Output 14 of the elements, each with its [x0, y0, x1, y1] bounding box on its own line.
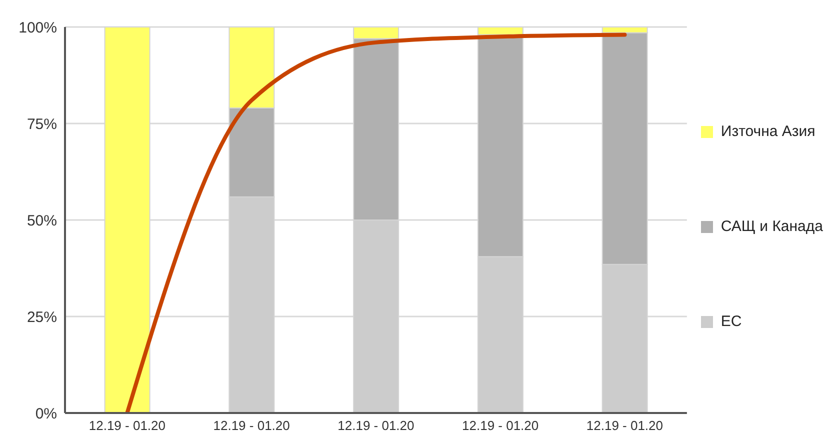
y-tick-label: 75% — [26, 116, 57, 133]
legend-label: ЕС — [720, 313, 742, 330]
legend-label: Източна Азия — [720, 123, 816, 140]
x-tick-label: 12.19 - 01.20 — [88, 418, 166, 434]
x-tick-label: 12.19 - 01.20 — [586, 418, 664, 434]
y-tick-label: 0% — [35, 405, 57, 422]
line-series — [125, 32, 627, 413]
y-tick-label: 50% — [26, 212, 57, 230]
x-tick-label: 12.19 - 01.20 — [338, 418, 414, 434]
x-tick-label: 12.19 - 01.20 — [213, 418, 290, 434]
y-tick-label: 25% — [26, 308, 57, 326]
x-tick-label: 12.19 - 01.20 — [462, 418, 539, 434]
legend-label: САЩ и Канада — [720, 218, 823, 235]
y-tick-label: 100% — [18, 19, 57, 36]
